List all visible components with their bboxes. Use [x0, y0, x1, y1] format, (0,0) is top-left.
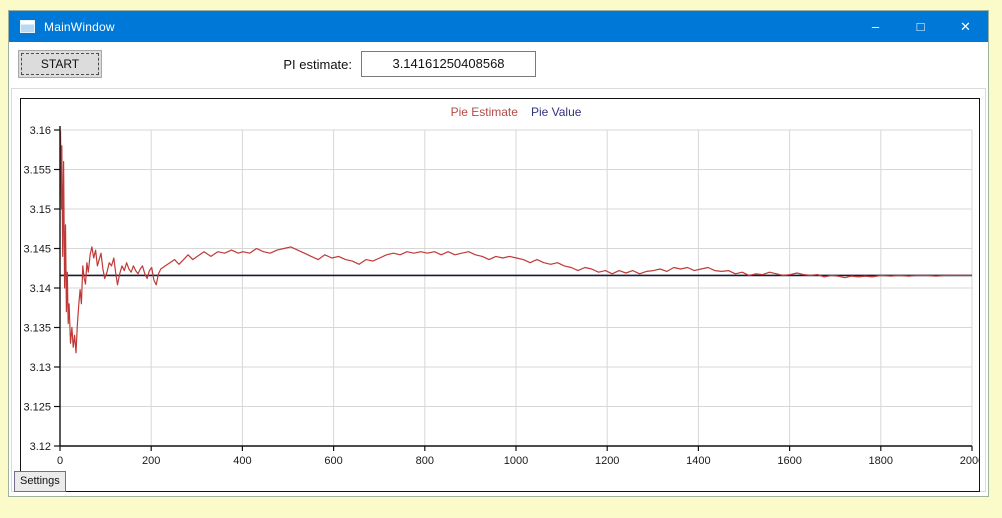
svg-text:600: 600 [324, 455, 342, 467]
pi-estimate-label: PI estimate: [283, 57, 352, 72]
svg-text:400: 400 [233, 455, 251, 467]
svg-text:1200: 1200 [595, 455, 619, 467]
chart-legend: Pie Estimate Pie Value [60, 105, 972, 119]
client-area: START PI estimate: 3.14161250408568 Pie … [9, 42, 988, 496]
svg-text:0: 0 [57, 455, 63, 467]
title-bar[interactable]: MainWindow – □ ✕ [9, 11, 988, 42]
window-title: MainWindow [44, 19, 115, 34]
svg-text:1800: 1800 [869, 455, 893, 467]
chart-grid [59, 129, 973, 447]
svg-text:3.12: 3.12 [30, 441, 51, 453]
svg-text:800: 800 [416, 455, 434, 467]
chart-axes: 3.16 3.155 3.15 3.145 3.14 3.135 3.13 3.125 3.12… [23, 125, 979, 467]
minimize-button[interactable]: – [871, 19, 880, 34]
svg-text:3.145: 3.145 [23, 244, 51, 256]
svg-text:3.125: 3.125 [23, 402, 51, 414]
tab-settings[interactable]: Settings [14, 471, 66, 492]
main-window: MainWindow – □ ✕ START PI estimate: 3.14… [8, 10, 989, 497]
svg-text:1600: 1600 [777, 455, 801, 467]
svg-text:1400: 1400 [686, 455, 710, 467]
svg-text:3.155: 3.155 [23, 165, 51, 177]
svg-text:3.13: 3.13 [30, 362, 51, 374]
svg-text:200: 200 [142, 455, 160, 467]
close-button[interactable]: ✕ [960, 19, 971, 34]
chart-series [59, 130, 972, 354]
svg-text:2000: 2000 [960, 455, 979, 467]
app-icon [20, 20, 35, 33]
maximize-button[interactable]: □ [916, 19, 925, 34]
svg-text:3.14: 3.14 [30, 283, 51, 295]
svg-text:1000: 1000 [504, 455, 528, 467]
svg-text:3.15: 3.15 [30, 204, 51, 216]
svg-text:3.16: 3.16 [30, 125, 51, 137]
legend-item-pie-estimate: Pie Estimate [450, 105, 518, 119]
svg-text:3.135: 3.135 [23, 323, 51, 335]
caption-buttons: – □ ✕ [853, 11, 988, 42]
chart-panel: Pie Estimate Pie Value 3.16 3.155 3.15 3.14… [20, 98, 980, 492]
pi-estimate-field[interactable]: 3.14161250408568 [361, 51, 536, 77]
legend-item-pie-value: Pie Value [530, 105, 582, 119]
chart-canvas: 3.16 3.155 3.15 3.145 3.14 3.135 3.13 3.125 3.12… [23, 125, 979, 467]
start-button[interactable]: START [18, 50, 102, 78]
